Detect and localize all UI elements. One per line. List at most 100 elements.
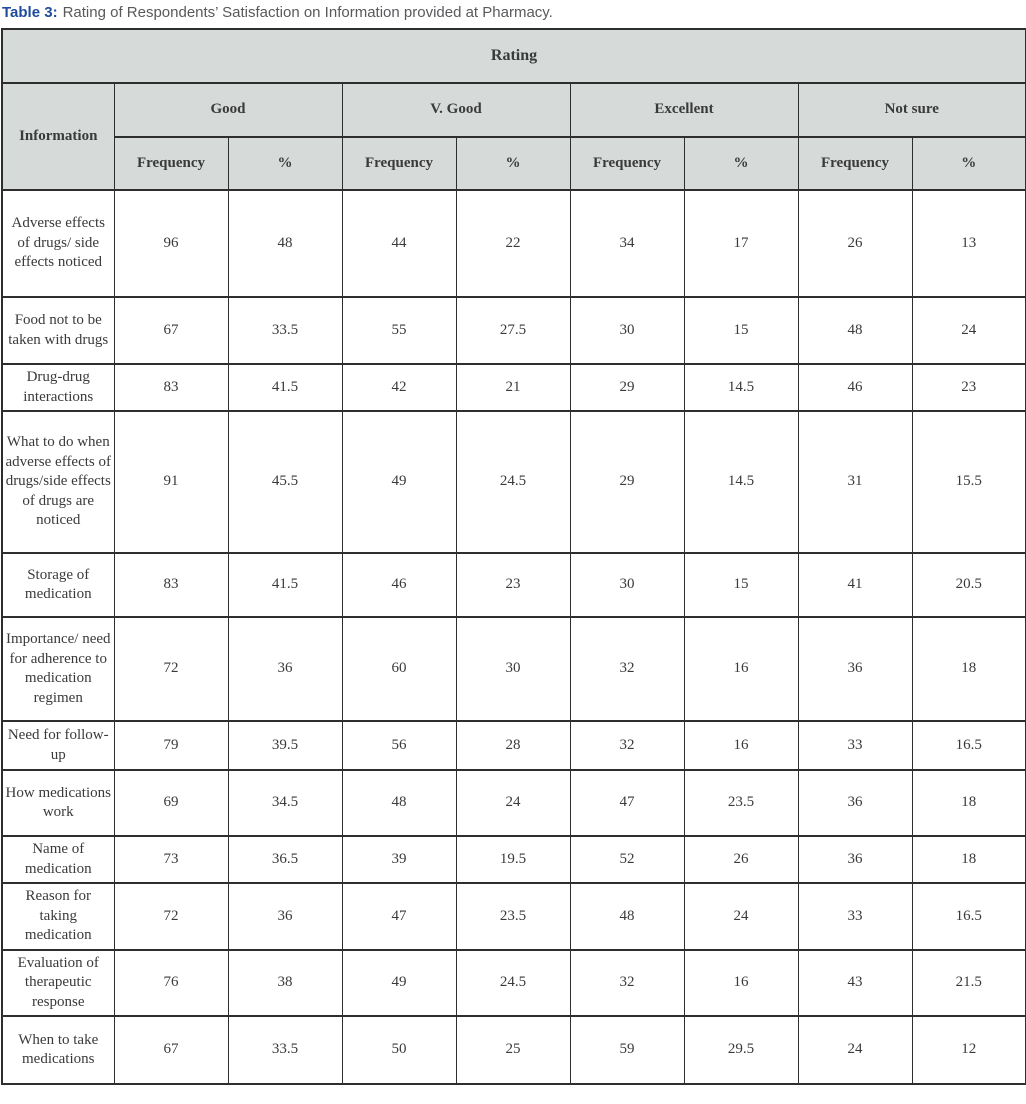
value-cell: 91	[113, 410, 229, 554]
value-cell: 15	[683, 552, 799, 618]
header-row-rating: Rating	[1, 28, 1026, 84]
value-cell: 76	[113, 948, 229, 1017]
value-cell: 67	[113, 1015, 229, 1085]
info-cell: Storage of medication	[1, 552, 115, 618]
subheader-frequency: Frequency	[113, 136, 229, 191]
value-cell: 24	[797, 1015, 913, 1085]
value-cell: 30	[455, 616, 571, 722]
value-cell: 18	[911, 769, 1026, 837]
value-cell: 44	[341, 189, 457, 298]
value-cell: 49	[341, 410, 457, 554]
value-cell: 39	[341, 835, 457, 884]
value-cell: 24	[683, 882, 799, 951]
table-row: Importance/ need for adherence to medica…	[1, 616, 1026, 722]
value-cell: 29	[569, 410, 685, 554]
value-cell: 15.5	[911, 410, 1026, 554]
caption-text: Rating of Respondents’ Satisfaction on I…	[62, 4, 553, 21]
value-cell: 23.5	[455, 882, 571, 951]
value-cell: 25	[455, 1015, 571, 1085]
value-cell: 38	[227, 948, 343, 1017]
satisfaction-rating-table: Rating Information Good V. Good Excellen…	[1, 28, 1026, 1085]
info-cell: Adverse effects of drugs/ side effects n…	[1, 189, 115, 298]
value-cell: 39.5	[227, 720, 343, 771]
info-cell: Evaluation of therapeutic response	[1, 948, 115, 1017]
value-cell: 48	[797, 296, 913, 365]
value-cell: 41	[797, 552, 913, 618]
value-cell: 41.5	[227, 552, 343, 618]
value-cell: 41.5	[227, 363, 343, 412]
value-cell: 33	[797, 882, 913, 951]
value-cell: 50	[341, 1015, 457, 1085]
category-vgood: V. Good	[341, 82, 571, 138]
value-cell: 46	[797, 363, 913, 412]
information-header: Information	[1, 82, 115, 191]
value-cell: 72	[113, 882, 229, 951]
value-cell: 79	[113, 720, 229, 771]
value-cell: 24	[455, 769, 571, 837]
table-row: Food not to be taken with drugs 67 33.5 …	[1, 296, 1026, 365]
value-cell: 69	[113, 769, 229, 837]
category-good: Good	[113, 82, 343, 138]
table-row: Reason for taking medication 72 36 47 23…	[1, 882, 1026, 951]
info-cell: Name of medication	[1, 835, 115, 884]
value-cell: 31	[797, 410, 913, 554]
value-cell: 36	[227, 882, 343, 951]
value-cell: 23.5	[683, 769, 799, 837]
value-cell: 23	[455, 552, 571, 618]
value-cell: 29	[569, 363, 685, 412]
value-cell: 36	[797, 616, 913, 722]
info-cell: What to do when adverse effects of drugs…	[1, 410, 115, 554]
value-cell: 13	[911, 189, 1026, 298]
value-cell: 30	[569, 296, 685, 365]
value-cell: 42	[341, 363, 457, 412]
value-cell: 22	[455, 189, 571, 298]
info-cell: Food not to be taken with drugs	[1, 296, 115, 365]
value-cell: 32	[569, 720, 685, 771]
info-cell: When to take medications	[1, 1015, 115, 1085]
header-row-categories: Information Good V. Good Excellent Not s…	[1, 82, 1026, 191]
table-row: Evaluation of therapeutic response 76 38…	[1, 948, 1026, 1017]
value-cell: 32	[569, 948, 685, 1017]
value-cell: 16	[683, 720, 799, 771]
value-cell: 43	[797, 948, 913, 1017]
info-cell: Drug-drug interactions	[1, 363, 115, 412]
subheader-percent: %	[455, 136, 571, 191]
value-cell: 23	[911, 363, 1026, 412]
value-cell: 12	[911, 1015, 1026, 1085]
value-cell: 47	[569, 769, 685, 837]
value-cell: 67	[113, 296, 229, 365]
value-cell: 30	[569, 552, 685, 618]
value-cell: 32	[569, 616, 685, 722]
table-row: Need for follow-up 79 39.5 56 28 32 16 3…	[1, 720, 1026, 771]
table-row: Name of medication 73 36.5 39 19.5 52 26…	[1, 835, 1026, 884]
subheader-percent: %	[683, 136, 799, 191]
value-cell: 21.5	[911, 948, 1026, 1017]
value-cell: 24.5	[455, 410, 571, 554]
table-row: How medications work 69 34.5 48 24 47 23…	[1, 769, 1026, 837]
table-row: Storage of medication 83 41.5 46 23 30 1…	[1, 552, 1026, 618]
table-row: Drug-drug interactions 83 41.5 42 21 29 …	[1, 363, 1026, 412]
category-notsure: Not sure	[797, 82, 1026, 138]
value-cell: 16	[683, 948, 799, 1017]
value-cell: 20.5	[911, 552, 1026, 618]
table-caption: Table 3: Rating of Respondents’ Satisfact…	[0, 0, 1026, 28]
value-cell: 83	[113, 552, 229, 618]
info-cell: Importance/ need for adherence to medica…	[1, 616, 115, 722]
subheader-frequency: Frequency	[797, 136, 913, 191]
value-cell: 18	[911, 616, 1026, 722]
value-cell: 60	[341, 616, 457, 722]
value-cell: 21	[455, 363, 571, 412]
value-cell: 46	[341, 552, 457, 618]
value-cell: 17	[683, 189, 799, 298]
value-cell: 18	[911, 835, 1026, 884]
value-cell: 24.5	[455, 948, 571, 1017]
value-cell: 36	[797, 769, 913, 837]
subheader-frequency: Frequency	[569, 136, 685, 191]
value-cell: 33.5	[227, 1015, 343, 1085]
header-row-subheaders: Frequency % Frequency % Frequency % Freq…	[2, 136, 1026, 191]
info-cell: How medications work	[1, 769, 115, 837]
value-cell: 29.5	[683, 1015, 799, 1085]
info-cell: Need for follow-up	[1, 720, 115, 771]
value-cell: 96	[113, 189, 229, 298]
subheader-frequency: Frequency	[341, 136, 457, 191]
